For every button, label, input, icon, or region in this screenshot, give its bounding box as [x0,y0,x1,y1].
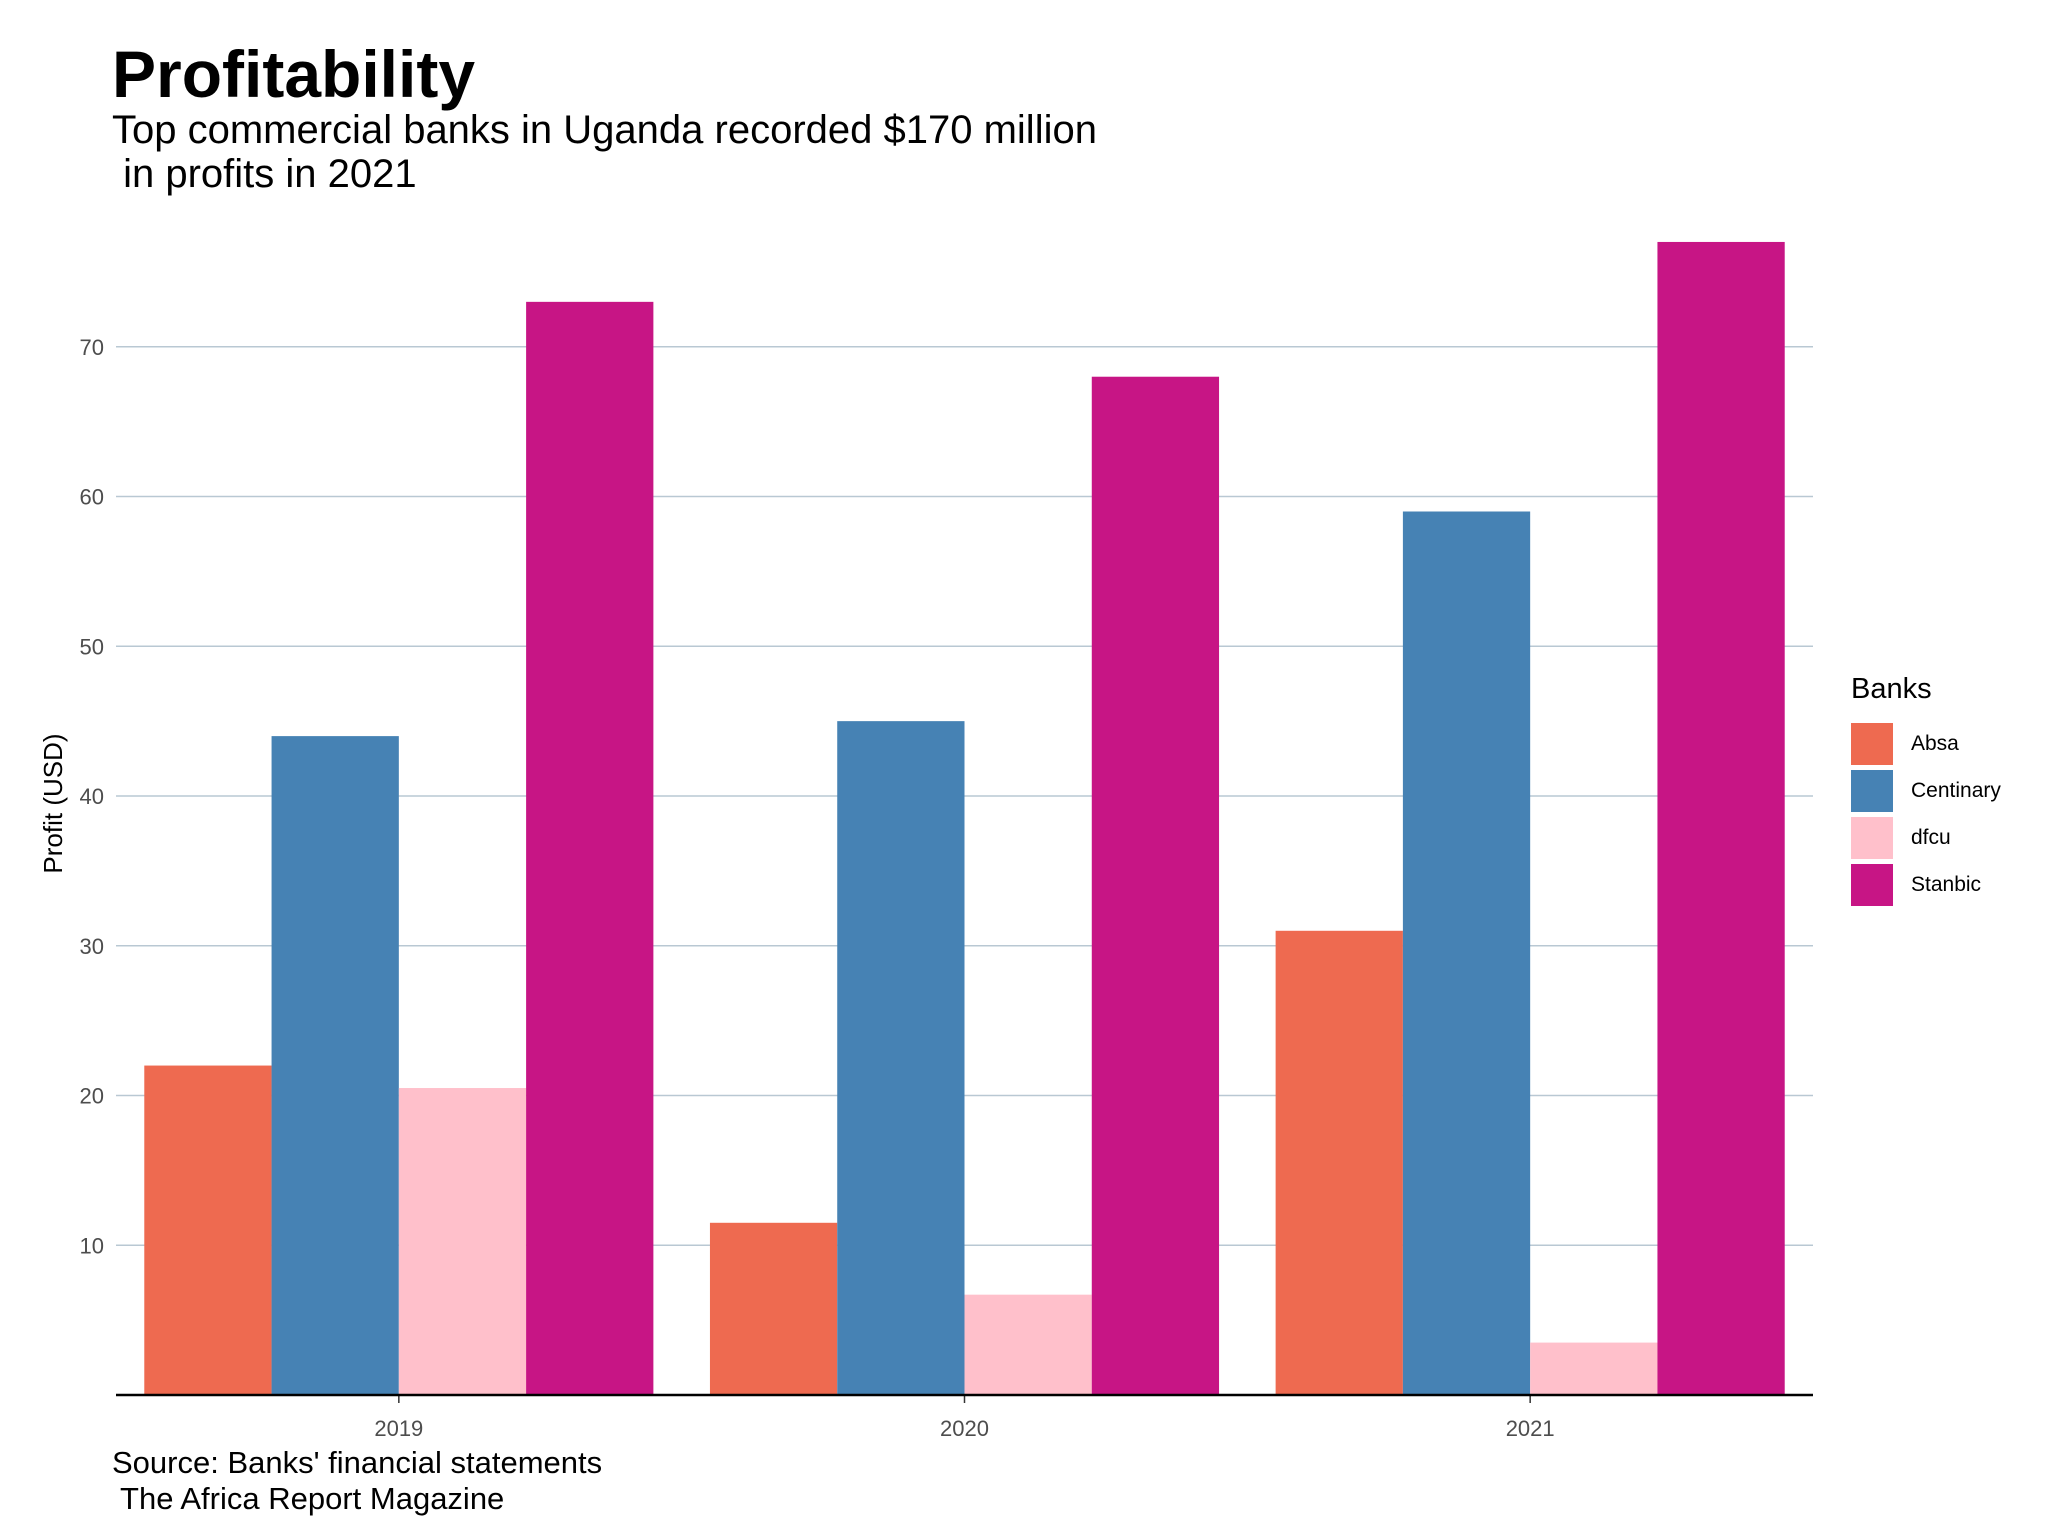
bar-stanbic-2020 [1091,376,1220,1395]
y-tick-label: 50 [80,634,104,659]
legend-item-dfcu: dfcu [1851,815,1951,861]
y-tick-label: 10 [80,1233,104,1258]
bar-dfcu-2019 [398,1088,527,1395]
chart-subtitle-line-2: in profits in 2021 [112,152,417,196]
x-tick-label: 2021 [1506,1416,1555,1441]
legend-swatch [1851,864,1893,906]
bar-absa-2019 [144,1065,272,1395]
publisher-caption: The Africa Report Magazine [112,1481,505,1516]
legend-swatch [1851,770,1893,812]
legend-title: Banks [1851,673,1932,705]
chart-subtitle-line-1: Top commercial banks in Uganda recorded … [112,108,1097,152]
legend-swatch [1851,723,1893,765]
bar-absa-2021 [1275,930,1403,1395]
bar-stanbic-2019 [526,301,654,1395]
legend-item-stanbic: Stanbic [1851,862,1981,908]
bar-centinary-2021 [1402,511,1531,1396]
legend-swatch [1851,817,1893,859]
legend-item-centinary: Centinary [1851,768,2001,814]
chart-title: Profitability [112,37,476,111]
bar-centinary-2019 [271,736,399,1395]
x-tick-label: 2020 [940,1416,989,1441]
legend-label: Absa [1911,732,1959,755]
source-caption: Source: Banks' financial statements [112,1445,603,1480]
bar-stanbic-2021 [1657,241,1785,1396]
legend-label: Centinary [1911,779,2001,802]
y-tick-label: 60 [80,485,104,510]
y-tick-label: 70 [80,335,104,360]
bar-dfcu-2020 [964,1294,1092,1395]
legend-label: dfcu [1911,826,1951,849]
y-axis-label: Profit (USD) [38,733,68,873]
legend-label: Stanbic [1911,873,1982,896]
bar-absa-2020 [709,1222,838,1395]
y-tick-label: 20 [80,1084,104,1109]
bar-dfcu-2021 [1530,1342,1658,1395]
y-tick-label: 30 [80,934,104,959]
x-tick-label: 2019 [374,1416,423,1441]
bar-centinary-2020 [837,721,965,1395]
legend-item-absa: Absa [1851,721,1959,767]
y-tick-label: 40 [80,784,104,809]
